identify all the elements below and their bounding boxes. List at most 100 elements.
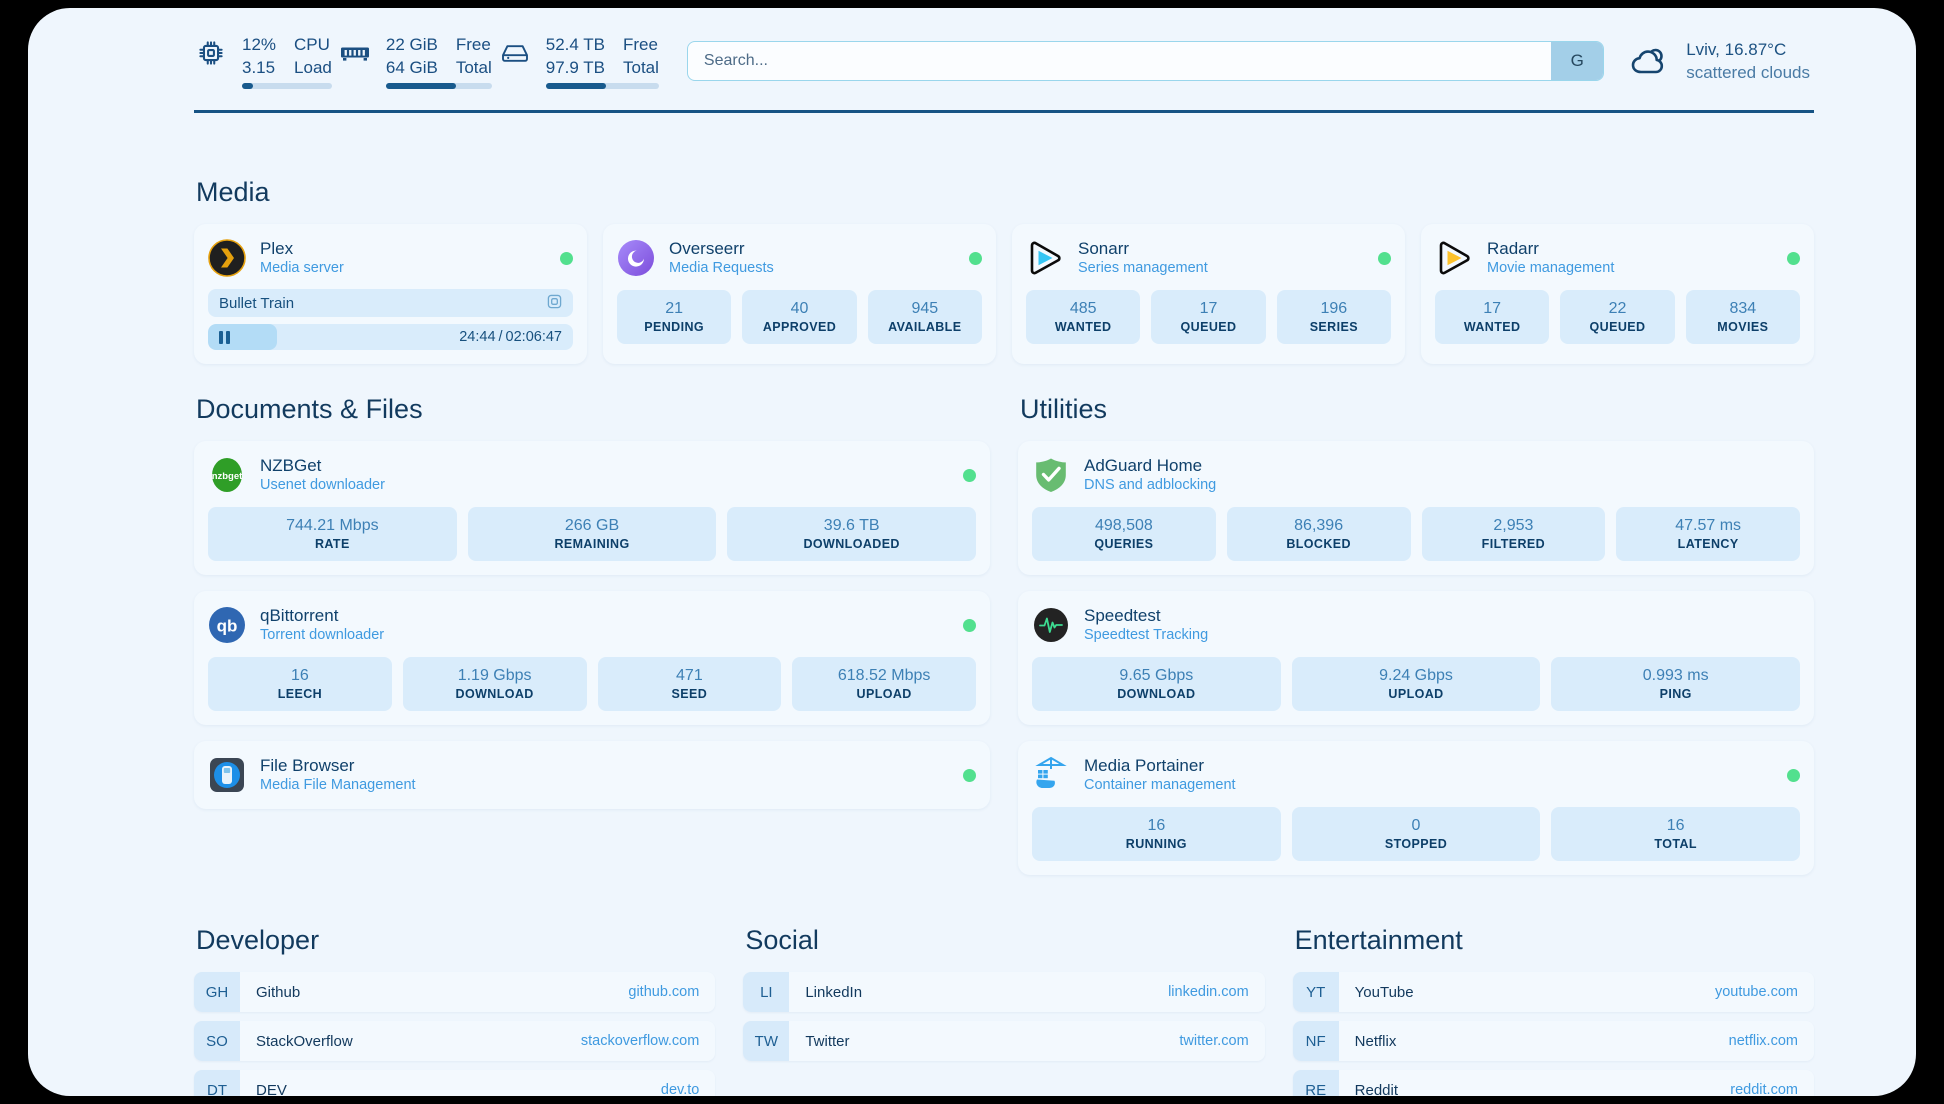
resource-progress-bar	[545, 83, 659, 89]
stat-tile[interactable]: 16 RUNNING	[1032, 807, 1281, 861]
playback-time: 24:44/02:06:47	[459, 329, 562, 345]
stat-tile[interactable]: 16 LEECH	[208, 657, 392, 711]
stat-tile[interactable]: 17 WANTED	[1435, 290, 1550, 344]
service-card[interactable]: Plex Media server Bullet Train 24:44/02:06:…	[194, 224, 587, 364]
bookmark-name: StackOverflow	[256, 1032, 353, 1050]
stat-tile[interactable]: 744.21 Mbps RATE	[208, 507, 457, 561]
bookmark-item[interactable]: SO StackOverflow stackoverflow.com	[194, 1021, 716, 1061]
bookmark-item[interactable]: GH Github github.com	[194, 972, 716, 1012]
bookmark-item[interactable]: NF Netflix netflix.com	[1292, 1021, 1814, 1061]
stat-tile[interactable]: 21 PENDING	[617, 290, 732, 344]
resource-stat-memory: 22 GiB 64 GiB Free Total	[338, 33, 498, 89]
service-stats-row: 17 WANTED 22 QUEUED 834 MOVIES	[1435, 290, 1800, 344]
stat-tile[interactable]: 266 GB REMAINING	[467, 507, 717, 561]
stat-tile[interactable]: 39.6 TB DOWNLOADED	[727, 507, 977, 561]
playback-progress-bar[interactable]: 24:44/02:06:47	[208, 324, 573, 350]
status-indicator-online	[1787, 251, 1800, 265]
bookmark-group: Social LI LinkedIn linkedin.com TW Twitter twi…	[743, 925, 1265, 1096]
service-subtitle: Movie management	[1487, 260, 1615, 276]
scattered-clouds-icon	[1630, 45, 1670, 77]
utilities-card-list: AdGuard Home DNS and adblocking 498,508 QUE…	[1018, 441, 1814, 875]
stat-tile[interactable]: 485 WANTED	[1026, 290, 1141, 344]
service-card[interactable]: nzbget NZBGet Usenet downloader 744.21 Mbps…	[194, 441, 990, 575]
disk-icon	[498, 33, 532, 73]
stat-value: 0.993 ms	[1642, 667, 1709, 684]
service-card[interactable]: AdGuard Home DNS and adblocking 498,508 QUE…	[1018, 441, 1814, 575]
stat-tile[interactable]: 16 TOTAL	[1551, 807, 1801, 861]
stat-tile[interactable]: 945 AVAILABLE	[867, 290, 982, 344]
stat-tile[interactable]: 1.19 Gbps DOWNLOAD	[402, 657, 587, 711]
bookmark-name: YouTube	[1354, 983, 1414, 1001]
service-name: Radarr	[1487, 239, 1539, 258]
utilities-section-title: Utilities	[1020, 394, 1108, 424]
stat-value: 47.57 ms	[1675, 517, 1742, 534]
cast-icon[interactable]	[547, 294, 562, 313]
service-card[interactable]: Radarr Movie management 17 WANTED 22 QUEUED 83…	[1421, 224, 1814, 364]
stat-tile[interactable]: 196 SERIES	[1276, 290, 1391, 344]
resource-label-secondary: Total	[455, 58, 492, 77]
stat-tile[interactable]: 834 MOVIES	[1685, 290, 1800, 344]
service-stats-row: 16 RUNNING 0 STOPPED 16 TOTAL	[1032, 807, 1801, 861]
stat-tile[interactable]: 498,508 QUERIES	[1032, 507, 1216, 561]
service-stats-row: 21 PENDING 40 APPROVED 945 AVAILABLE	[617, 290, 982, 344]
stat-label: SERIES	[1309, 320, 1358, 334]
service-card[interactable]: qb qBittorrent Torrent downloader 16 LEECH 1.…	[194, 591, 990, 725]
search-bar[interactable]: G	[686, 41, 1605, 81]
weather-temperature: Lviv, 16.87°C	[1686, 40, 1787, 59]
status-indicator-online	[1378, 251, 1391, 265]
stat-tile[interactable]: 22 QUEUED	[1560, 290, 1675, 344]
stat-value: 834	[1729, 300, 1757, 317]
bookmark-abbreviation: RE	[1292, 1070, 1339, 1096]
bookmark-item[interactable]: YT YouTube youtube.com	[1292, 972, 1814, 1012]
stat-label: REMAINING	[554, 537, 630, 551]
stat-tile[interactable]: 471 SEED	[597, 657, 782, 711]
stat-tile[interactable]: 17 QUEUED	[1151, 290, 1266, 344]
documents-card-list: nzbget NZBGet Usenet downloader 744.21 Mbps…	[194, 441, 990, 809]
service-card[interactable]: Media Portainer Container management 16 RUN…	[1018, 741, 1814, 875]
service-card[interactable]: Overseerr Media Requests 21 PENDING 40 APPROV…	[603, 224, 996, 364]
service-card[interactable]: Sonarr Series management 485 WANTED 17 QUEUED…	[1012, 224, 1405, 364]
resource-label-secondary: Total	[623, 58, 659, 77]
service-name: qBittorrent	[260, 606, 339, 625]
overseerr-logo	[617, 239, 655, 277]
weather-widget: Lviv, 16.87°C scattered clouds	[1630, 38, 1814, 84]
stat-label: AVAILABLE	[888, 320, 962, 334]
stat-tile[interactable]: 9.65 Gbps DOWNLOAD	[1032, 657, 1281, 711]
stat-tile[interactable]: 9.24 Gbps UPLOAD	[1291, 657, 1541, 711]
stat-tile[interactable]: 618.52 Mbps UPLOAD	[792, 657, 976, 711]
bookmark-abbreviation: YT	[1292, 972, 1339, 1012]
stat-label: TOTAL	[1654, 837, 1697, 851]
bookmark-url: youtube.com	[1714, 984, 1798, 1000]
stat-tile[interactable]: 2,953 FILTERED	[1421, 507, 1606, 561]
stat-tile[interactable]: 40 APPROVED	[742, 290, 857, 344]
documents-section: Documents & Files nzbget NZBGet Usenet dow…	[194, 394, 990, 875]
stat-value: 485	[1069, 300, 1097, 317]
service-name: Media Portainer	[1084, 756, 1205, 775]
service-stats-row: 498,508 QUERIES 86,396 BLOCKED 2,953 FILTERED…	[1032, 507, 1800, 561]
bookmark-item[interactable]: RE Reddit reddit.com	[1292, 1070, 1814, 1096]
stat-tile[interactable]: 0.993 ms PING	[1551, 657, 1801, 711]
service-card[interactable]: File Browser Media File Management	[194, 741, 990, 809]
now-playing-bar[interactable]: Bullet Train	[208, 289, 573, 317]
stat-label: UPLOAD	[856, 687, 912, 701]
stat-tile[interactable]: 0 STOPPED	[1291, 807, 1541, 861]
stat-tile[interactable]: 86,396 BLOCKED	[1226, 507, 1411, 561]
service-card[interactable]: Speedtest Speedtest Tracking 9.65 Gbps DOWN…	[1018, 591, 1814, 725]
memory-icon	[338, 33, 372, 73]
search-submit-button[interactable]: G	[1551, 42, 1604, 80]
pause-icon[interactable]	[219, 330, 230, 344]
stat-tile[interactable]: 47.57 ms LATENCY	[1616, 507, 1800, 561]
stat-value: 1.19 Gbps	[457, 667, 532, 684]
bookmark-name: DEV	[256, 1081, 287, 1097]
stat-value: 39.6 TB	[823, 517, 880, 534]
stat-label: APPROVED	[762, 320, 837, 334]
bookmark-item[interactable]: LI LinkedIn linkedin.com	[743, 972, 1265, 1012]
stat-value: 0	[1411, 817, 1421, 834]
service-name: File Browser	[260, 756, 355, 775]
bookmark-item[interactable]: TW Twitter twitter.com	[743, 1021, 1265, 1061]
bookmark-url: stackoverflow.com	[580, 1033, 700, 1049]
bookmark-item[interactable]: DT DEV dev.to	[194, 1070, 716, 1097]
stat-value: 196	[1320, 300, 1348, 317]
bookmark-abbreviation: TW	[743, 1021, 790, 1061]
search-input[interactable]	[687, 42, 1552, 80]
